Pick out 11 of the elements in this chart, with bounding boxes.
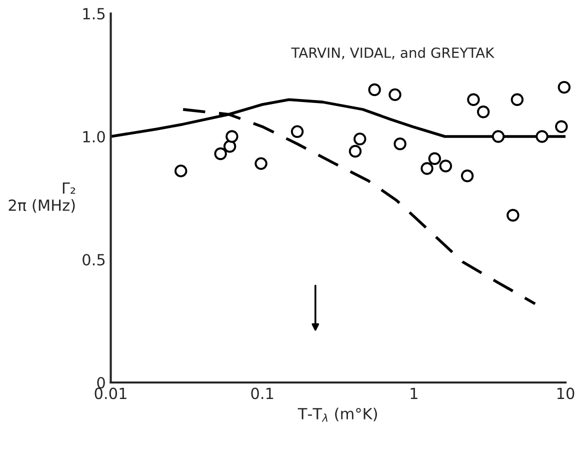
y-tick-label: 0.5 <box>82 254 105 266</box>
y-axis-title: Γ₂ 2π (MHz) <box>8 182 76 213</box>
x-tick-label: 10 <box>557 388 574 400</box>
y-tick-label: 1.0 <box>83 130 105 143</box>
y-tick-label: 1.5 <box>83 8 105 20</box>
x-tick-label: 0.1 <box>251 388 274 400</box>
x-axis-title: T-T$_{λ}$ (m°K) <box>298 408 377 422</box>
y-tick-label: 0 <box>97 376 105 389</box>
x-tick-label: 1 <box>410 388 418 399</box>
annotation: TARVIN, VIDAL, and GREYTAK <box>291 47 494 60</box>
x-tick-label: 0.01 <box>94 388 126 400</box>
